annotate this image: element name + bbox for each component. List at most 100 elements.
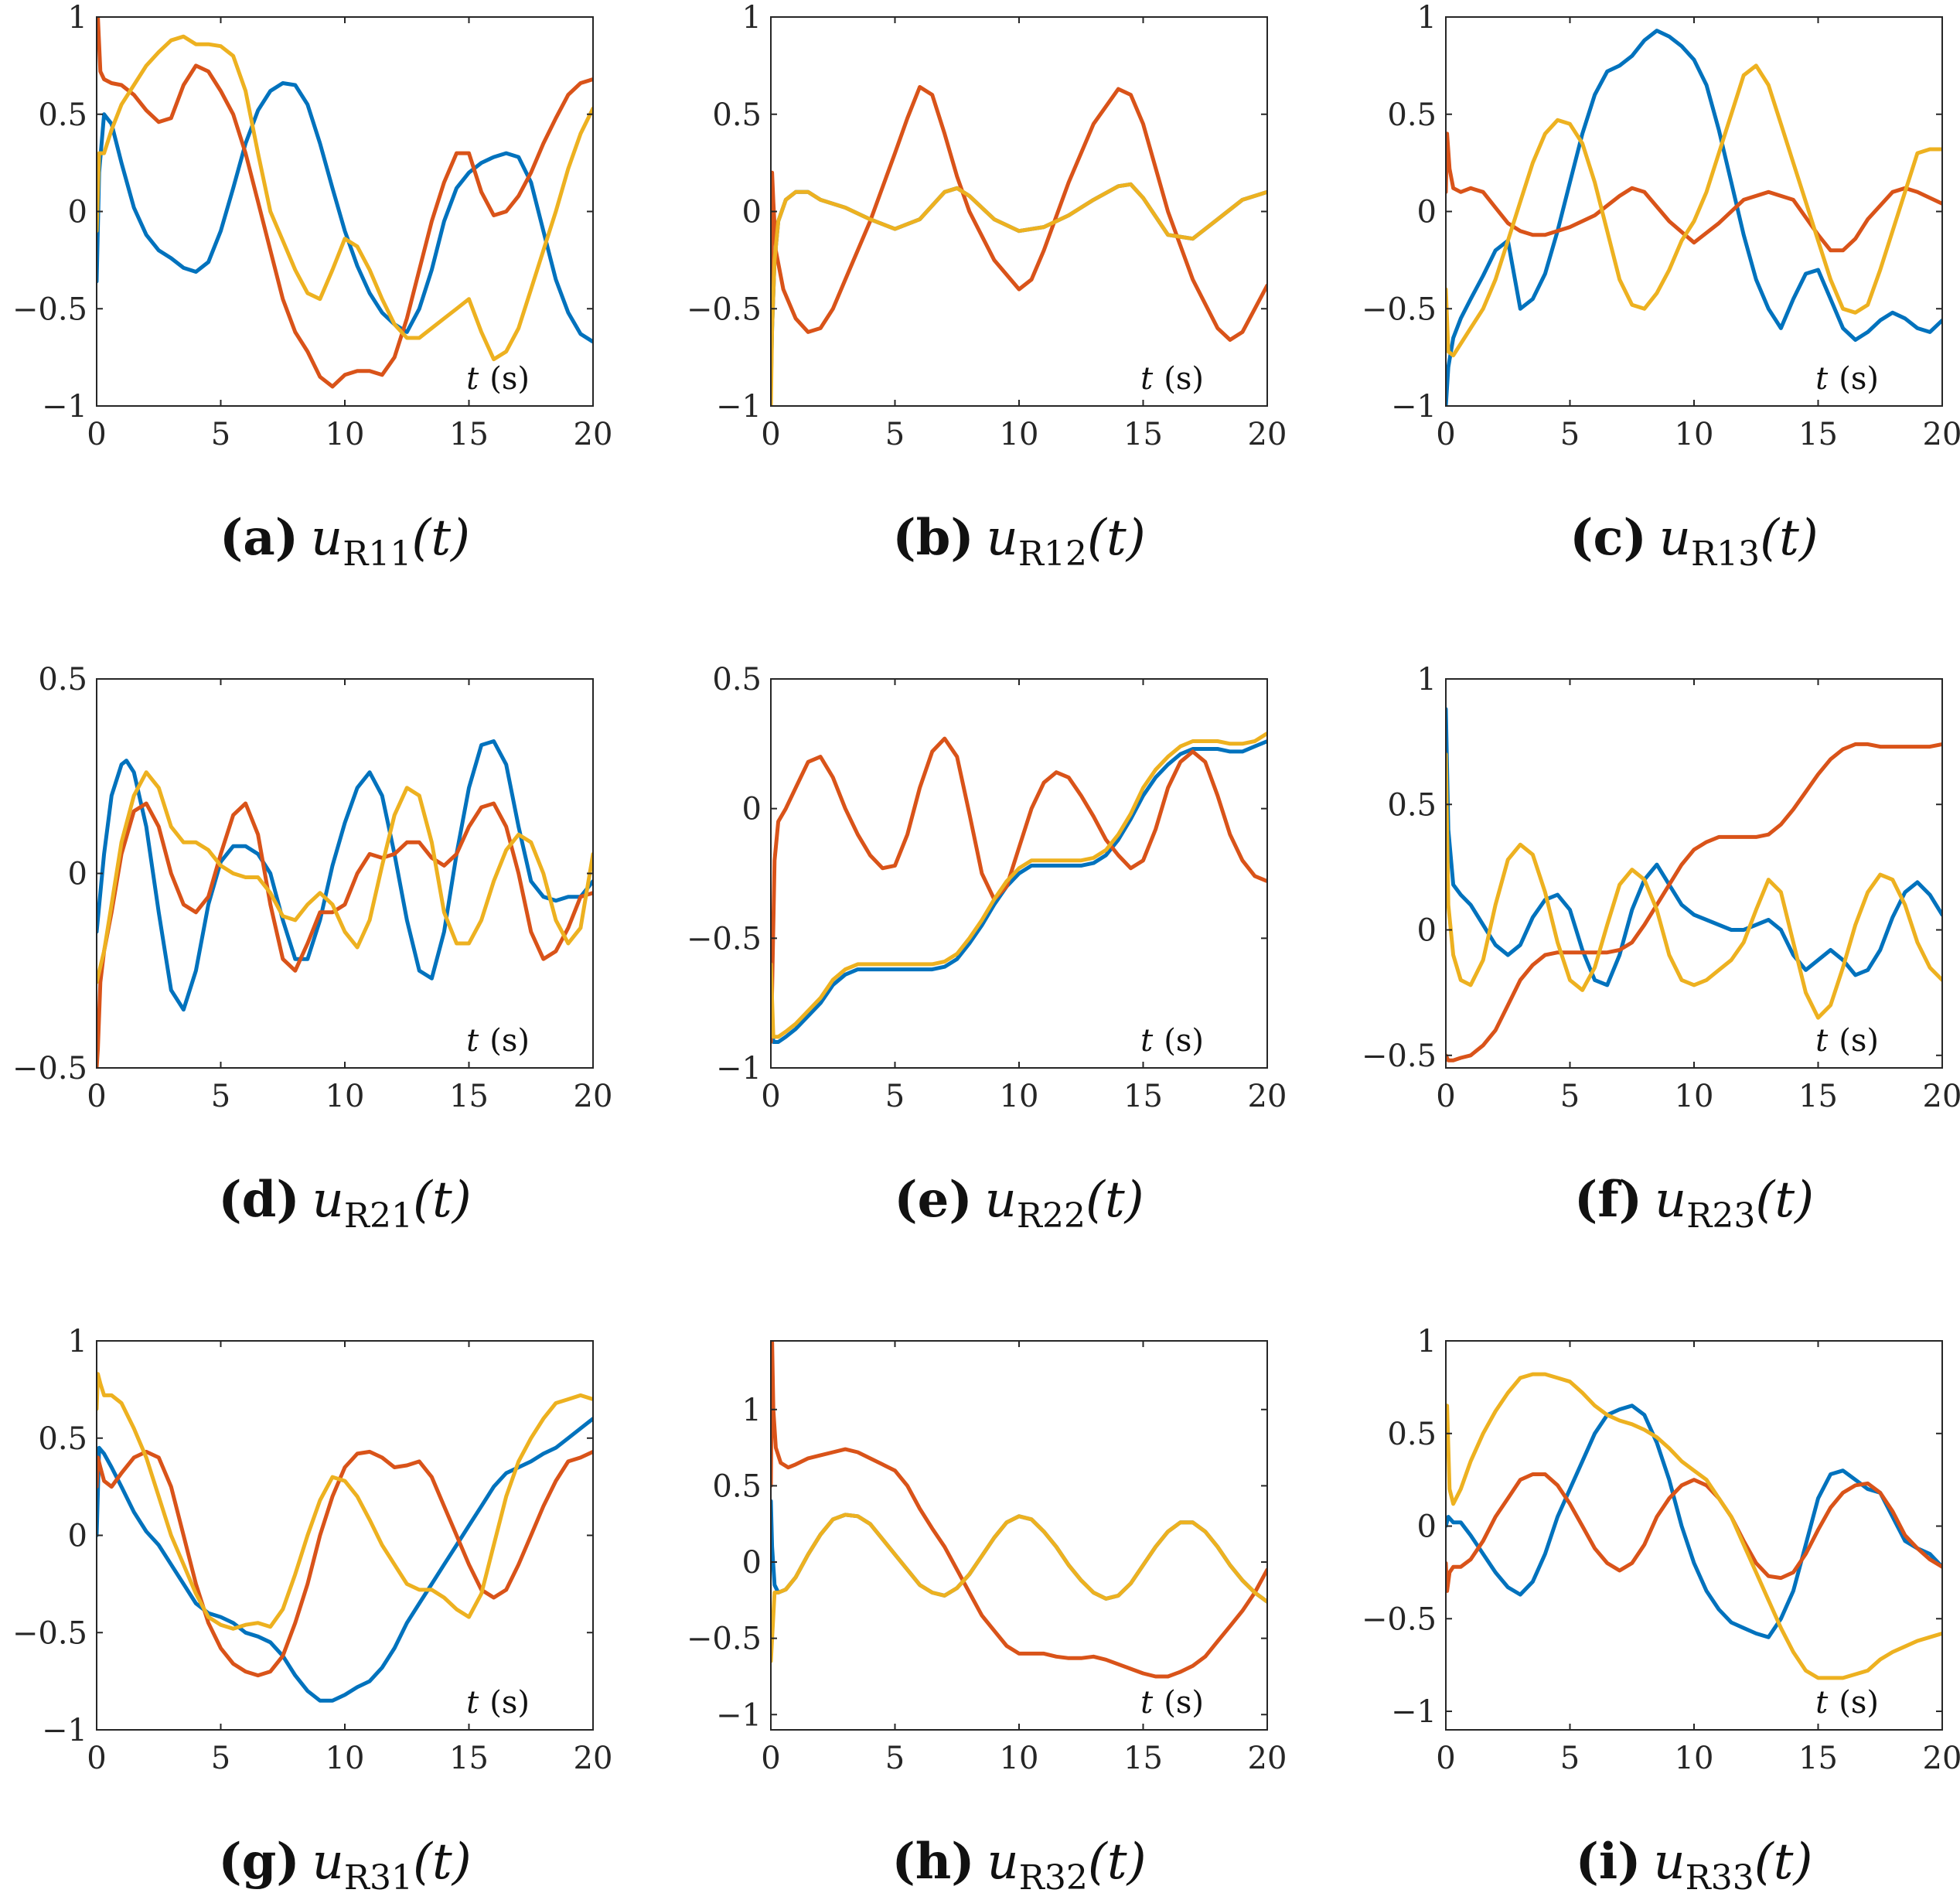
- x-axis-variable: t: [1140, 1685, 1154, 1721]
- y-tick-label: 0: [1417, 913, 1437, 949]
- x-tick-label: 15: [449, 417, 489, 452]
- series-line-orange: [97, 17, 593, 389]
- x-axis-variable: t: [466, 361, 479, 397]
- subplot-r31: 0 5 10 15 20 −1 −0.5 0 0.5 1 t (s) (g) uR31(t): [12, 1324, 613, 1893]
- y-tick-label: −0.5: [687, 921, 762, 957]
- axes-box: [96, 16, 594, 407]
- x-tick-label: 15: [449, 1079, 489, 1114]
- subplot-r22: 0 5 10 15 20 −1 −0.5 0 0.5 t (s) (e) uR22(t): [687, 662, 1287, 1236]
- x-tick-label: 0: [87, 417, 106, 452]
- caption-subscript: R11: [343, 534, 411, 574]
- caption-subscript: R22: [1017, 1196, 1086, 1236]
- series-line-orange: [771, 85, 1267, 350]
- y-tick-label: 1: [68, 1324, 87, 1359]
- series-line-yellow: [771, 182, 1267, 406]
- subplot-caption: (d) uR21(t): [218, 1171, 471, 1236]
- x-axis-label: t (s): [1140, 361, 1204, 397]
- caption-symbol: u: [987, 1833, 1019, 1891]
- x-axis-label: t (s): [1140, 1685, 1204, 1721]
- caption-argument: (t): [1760, 510, 1819, 567]
- x-tick-label: 20: [574, 417, 613, 452]
- caption-symbol: u: [312, 1172, 344, 1229]
- series-line-orange: [97, 801, 593, 1068]
- y-tick-label: −1: [716, 1051, 762, 1086]
- subplot-caption: (g) uR31(t): [218, 1833, 471, 1893]
- series-group: [97, 739, 593, 1068]
- subplot-r32: 0 5 10 15 20 −1 −0.5 0 0.5 1 t (s) (h) uR32(t): [687, 1340, 1287, 1893]
- caption-symbol: u: [1659, 510, 1691, 567]
- x-tick-label: 20: [1248, 1079, 1287, 1114]
- series-group: [97, 17, 593, 389]
- subplot-caption: (c) uR13(t): [1570, 509, 1819, 574]
- x-tick-label: 15: [1123, 1741, 1163, 1776]
- y-tick-label: 0: [1417, 1509, 1437, 1545]
- series-line-orange: [1446, 131, 1942, 253]
- x-tick-label: 20: [574, 1079, 613, 1114]
- caption-symbol: u: [312, 1833, 344, 1891]
- caption-letter: (f): [1574, 1171, 1642, 1229]
- x-axis-variable: t: [1140, 1023, 1154, 1059]
- x-tick-label: 5: [1560, 417, 1580, 452]
- series-group: [1446, 1372, 1942, 1680]
- series-line-blue: [1446, 1404, 1942, 1639]
- caption-argument: (t): [411, 510, 470, 567]
- x-tick-label: 10: [1000, 417, 1039, 452]
- axes-box: [770, 16, 1268, 407]
- y-tick-label: 0: [742, 792, 762, 827]
- y-tick-label: 1: [68, 0, 87, 36]
- x-axis-unit: (s): [489, 1023, 530, 1059]
- caption-argument: (t): [1755, 1172, 1814, 1229]
- y-tick-label: 1: [1417, 1324, 1437, 1359]
- x-tick-label: 0: [761, 1079, 780, 1114]
- subplot-r21: 0 5 10 15 20−0.500.5t (s)(d) uR21(t): [12, 662, 613, 1236]
- caption-subscript: R23: [1686, 1196, 1755, 1236]
- y-tick-label: 0.5: [712, 97, 762, 133]
- x-axis-variable: t: [1140, 361, 1154, 397]
- x-tick-label: 5: [1560, 1741, 1580, 1776]
- y-tick-label: 0.5: [1387, 787, 1437, 823]
- y-tick-label: 0: [68, 1519, 87, 1554]
- caption-symbol: u: [1655, 1172, 1686, 1229]
- x-tick-label: 0: [1436, 1079, 1455, 1114]
- subplot-r12: 0 5 10 15 20 −1 −0.5 0 0.5 1 t (s) (b) uR12(t): [687, 0, 1287, 574]
- x-tick-label: 15: [1798, 417, 1838, 452]
- y-tick-label: 0.5: [38, 1421, 87, 1457]
- x-tick-label: 15: [1123, 1079, 1163, 1114]
- y-tick-label: −0.5: [687, 292, 762, 327]
- y-tick-label: −1: [716, 1697, 762, 1733]
- x-axis-unit: (s): [1839, 361, 1879, 397]
- x-axis-unit: (s): [1164, 361, 1204, 397]
- x-tick-label: 20: [1923, 1079, 1960, 1114]
- x-tick-label: 10: [1675, 1741, 1714, 1776]
- y-tick-label: −0.5: [12, 1615, 87, 1651]
- x-tick-label: 0: [761, 417, 780, 452]
- subplot-caption: (e) uR22(t): [894, 1171, 1144, 1236]
- caption-symbol: u: [987, 510, 1018, 567]
- x-axis-unit: (s): [489, 361, 530, 397]
- x-axis-variable: t: [466, 1023, 479, 1059]
- series-line-yellow: [1446, 63, 1942, 358]
- caption-subscript: R21: [344, 1196, 413, 1236]
- x-axis-label: t (s): [1815, 1023, 1879, 1059]
- x-tick-label: 5: [211, 417, 230, 452]
- caption-letter: (b): [892, 509, 973, 567]
- x-tick-label: 0: [1436, 417, 1455, 452]
- x-tick-label: 15: [1798, 1741, 1838, 1776]
- x-tick-label: 5: [1560, 1079, 1580, 1114]
- subplot-caption: (f) uR23(t): [1574, 1171, 1814, 1236]
- caption-subscript: R31: [344, 1858, 413, 1893]
- subplot-caption: (b) uR12(t): [892, 509, 1145, 574]
- y-tick-label: −1: [1391, 389, 1437, 425]
- y-tick-label: 0: [1417, 195, 1437, 230]
- x-tick-label: 20: [574, 1741, 613, 1776]
- series-group: [771, 85, 1267, 406]
- x-tick-label: 20: [1248, 417, 1287, 452]
- caption-subscript: R33: [1686, 1858, 1754, 1893]
- y-tick-label: 0: [68, 857, 87, 892]
- x-tick-label: 0: [87, 1741, 106, 1776]
- series-group: [771, 1341, 1267, 1679]
- caption-letter: (i): [1576, 1833, 1641, 1891]
- x-tick-label: 5: [885, 1079, 905, 1114]
- series-line-orange: [771, 1341, 1267, 1679]
- y-tick-label: −1: [716, 389, 762, 425]
